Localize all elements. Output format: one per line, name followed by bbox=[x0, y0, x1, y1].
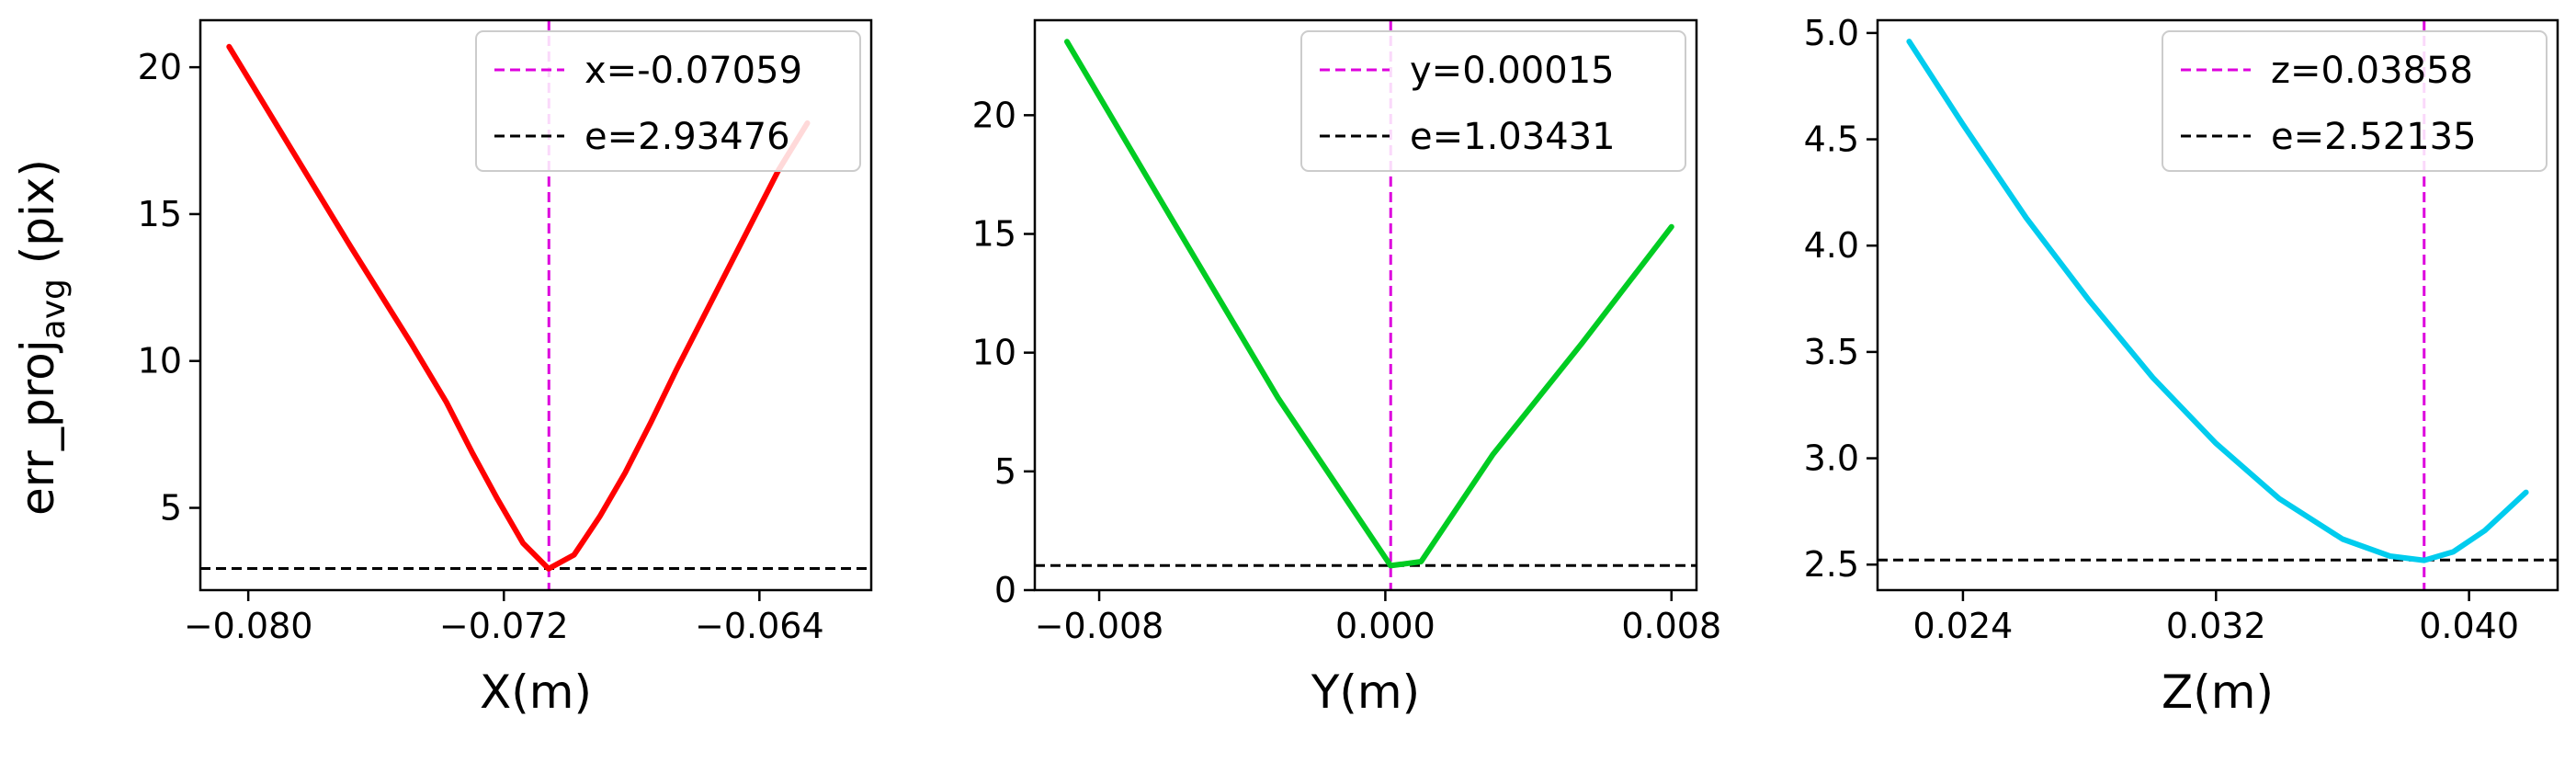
x-axis-label-z: Z(m) bbox=[2162, 665, 2274, 719]
y-tick-label: 5 bbox=[160, 488, 182, 529]
legend-entry: e=2.93476 bbox=[584, 116, 790, 158]
y-axis-label: err_projavg (pix) bbox=[11, 159, 73, 516]
y-tick-label: 10 bbox=[138, 341, 182, 381]
x-tick-label: 0.008 bbox=[1621, 606, 1721, 646]
legend-box bbox=[1300, 30, 1686, 172]
y-tick-label: 5.0 bbox=[1804, 13, 1859, 53]
panel-y: −0.008 0.000 0.008 0 5 10 15 20 Y(m) y=0.00015 e=1… bbox=[972, 18, 1721, 719]
series-line-y bbox=[1064, 39, 1674, 569]
axes-frame-z bbox=[1876, 18, 2559, 592]
x-tick-label: 0.040 bbox=[2419, 606, 2519, 646]
axes-frame-x bbox=[199, 18, 873, 592]
x-tick-label: −0.064 bbox=[695, 606, 824, 646]
y-tick-label: 2.5 bbox=[1804, 544, 1859, 585]
y-tick-label: 3.0 bbox=[1804, 438, 1859, 479]
series-line-x bbox=[226, 43, 811, 572]
y-tick-label: 20 bbox=[972, 95, 1016, 135]
panel-x: −0.080 −0.072 −0.064 5 10 15 20 X(m) x=-0.07059 e… bbox=[138, 18, 873, 719]
y-tick-label: 15 bbox=[138, 194, 182, 234]
x-axis-label-y: Y(m) bbox=[1311, 665, 1420, 719]
legend-entry: e=1.03431 bbox=[1410, 116, 1616, 158]
legend-entry: y=0.00015 bbox=[1410, 50, 1615, 92]
y-axis-label-unit: (pix) bbox=[11, 159, 64, 279]
legend-x: x=-0.07059 e=2.93476 bbox=[475, 30, 861, 172]
legend-z: z=0.03858 e=2.52135 bbox=[2162, 30, 2548, 172]
y-tick-label: 20 bbox=[138, 47, 182, 87]
x-tick-label: −0.072 bbox=[439, 606, 569, 646]
y-axis-label-subscript: avg bbox=[35, 279, 73, 339]
y-tick-label: 4.0 bbox=[1804, 225, 1859, 266]
x-tick-label: −0.008 bbox=[1035, 606, 1164, 646]
x-tick-label: −0.080 bbox=[184, 606, 313, 646]
y-tick-label: 4.5 bbox=[1804, 119, 1859, 160]
y-tick-label: 10 bbox=[972, 333, 1016, 373]
y-axis-label-main: err_proj bbox=[11, 339, 64, 516]
legend-entry: x=-0.07059 bbox=[584, 50, 802, 92]
legend-entry: z=0.03858 bbox=[2271, 50, 2473, 92]
legend-box bbox=[2162, 30, 2548, 172]
axes-frame-y bbox=[1033, 18, 1698, 592]
x-tick-label: 0.024 bbox=[1913, 606, 2014, 646]
y-tick-label: 5 bbox=[994, 451, 1016, 492]
x-axis-label-x: X(m) bbox=[480, 665, 592, 719]
panel-z: 0.024 0.032 0.040 2.5 3.0 3.5 4.0 4.5 5.0 Z(m) z=0… bbox=[1804, 13, 2559, 719]
x-tick-label: 0.032 bbox=[2166, 606, 2266, 646]
y-tick-label: 15 bbox=[972, 214, 1016, 255]
y-tick-label: 3.5 bbox=[1804, 332, 1859, 372]
x-tick-label: 0.000 bbox=[1335, 606, 1436, 646]
legend-entry: e=2.52135 bbox=[2271, 116, 2477, 158]
series-line-z bbox=[1906, 39, 2529, 563]
legend-box bbox=[475, 30, 861, 172]
legend-y: y=0.00015 e=1.03431 bbox=[1300, 30, 1686, 172]
y-tick-label: 0 bbox=[994, 570, 1016, 610]
